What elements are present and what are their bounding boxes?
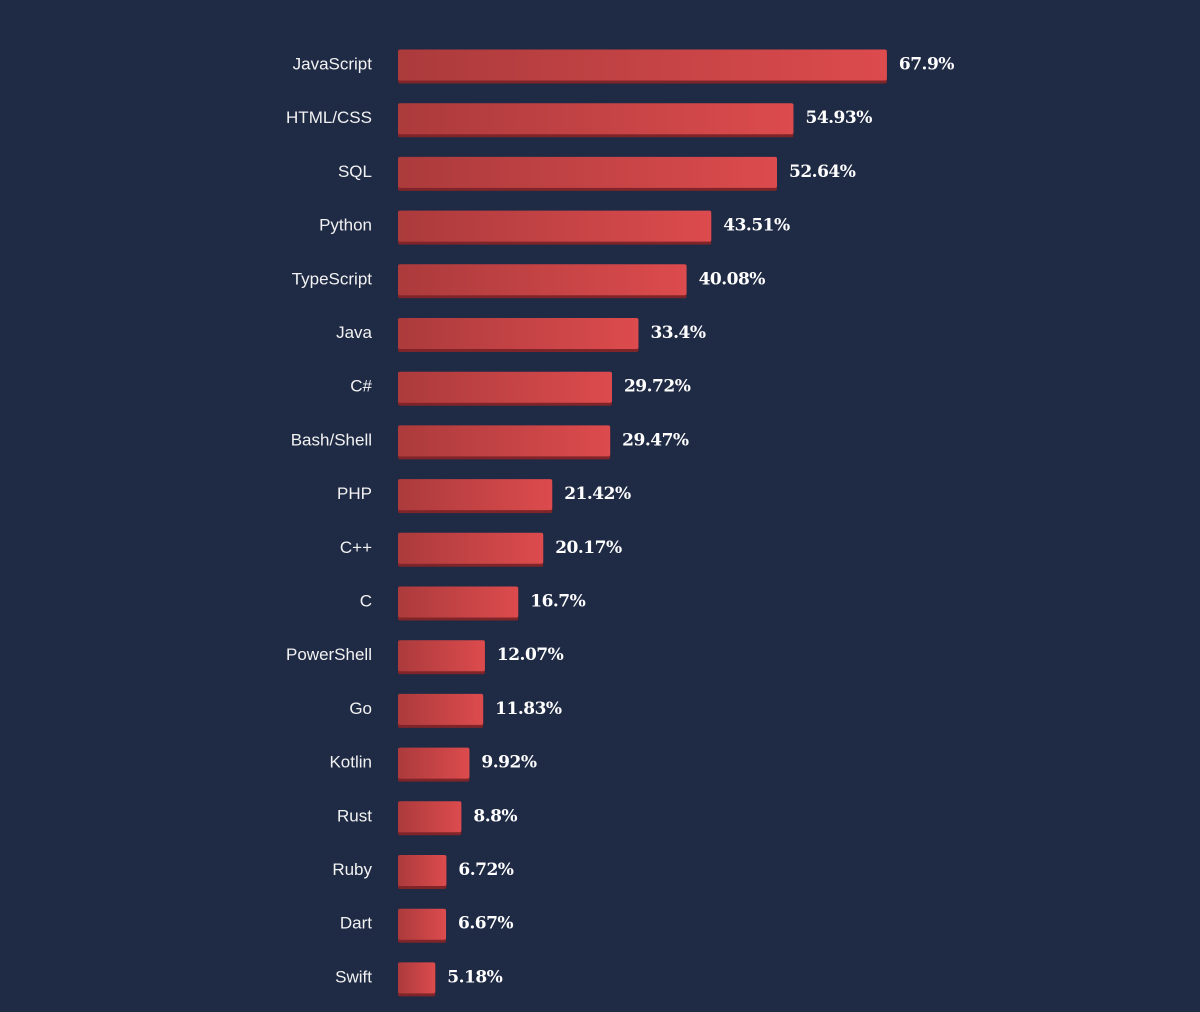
value-label: 5.18% bbox=[447, 967, 502, 987]
category-label: Kotlin bbox=[329, 753, 372, 772]
bar-shade bbox=[398, 371, 612, 403]
category-label: PowerShell bbox=[286, 645, 372, 664]
category-label: Ruby bbox=[332, 860, 372, 879]
bar-shade bbox=[398, 586, 519, 618]
bar-shade bbox=[398, 532, 544, 564]
category-label: SQL bbox=[338, 162, 372, 181]
category-label: Bash/Shell bbox=[291, 430, 372, 449]
value-label: 8.8% bbox=[473, 806, 517, 826]
category-label: JavaScript bbox=[293, 54, 373, 73]
value-label: 43.51% bbox=[723, 216, 790, 236]
category-label: Rust bbox=[337, 806, 372, 825]
bar-shade bbox=[398, 747, 470, 779]
bar-shade bbox=[398, 479, 553, 511]
bar-shade bbox=[398, 156, 778, 188]
category-label: Dart bbox=[340, 914, 372, 933]
bar-shade bbox=[398, 49, 887, 81]
category-label: C bbox=[360, 591, 372, 610]
value-label: 52.64% bbox=[789, 162, 856, 182]
category-label: Python bbox=[319, 216, 372, 235]
value-label: 21.42% bbox=[564, 484, 631, 504]
bar-shade bbox=[398, 962, 436, 994]
category-label: C# bbox=[350, 377, 372, 396]
value-label: 67.9% bbox=[899, 55, 954, 75]
bar-shade bbox=[398, 908, 447, 940]
bar-shade bbox=[398, 801, 462, 833]
value-label: 40.08% bbox=[699, 269, 766, 289]
value-label: 12.07% bbox=[497, 645, 564, 665]
bar-shade bbox=[398, 640, 485, 672]
value-label: 6.72% bbox=[458, 860, 513, 880]
value-label: 11.83% bbox=[495, 699, 562, 719]
bar-shade bbox=[398, 318, 639, 349]
category-label: PHP bbox=[337, 484, 372, 503]
bar-shade bbox=[398, 103, 794, 135]
category-label: Java bbox=[336, 323, 372, 342]
category-label: Go bbox=[349, 699, 372, 718]
value-label: 33.4% bbox=[650, 323, 705, 343]
category-label: TypeScript bbox=[292, 269, 373, 288]
bar-shade bbox=[398, 264, 687, 296]
bar-shade bbox=[398, 855, 447, 886]
category-label: Swift bbox=[335, 967, 372, 986]
value-label: 6.67% bbox=[458, 914, 513, 934]
bar-shade bbox=[398, 693, 484, 725]
category-label: HTML/CSS bbox=[286, 108, 372, 127]
value-label: 54.93% bbox=[805, 108, 872, 128]
value-label: 9.92% bbox=[481, 753, 536, 773]
value-label: 29.72% bbox=[624, 377, 691, 397]
value-label: 29.47% bbox=[622, 430, 689, 450]
value-label: 16.7% bbox=[530, 592, 585, 612]
bar-shade bbox=[398, 425, 611, 457]
bar-shade bbox=[398, 210, 712, 242]
value-label: 20.17% bbox=[555, 538, 622, 558]
category-label: C++ bbox=[340, 538, 372, 557]
